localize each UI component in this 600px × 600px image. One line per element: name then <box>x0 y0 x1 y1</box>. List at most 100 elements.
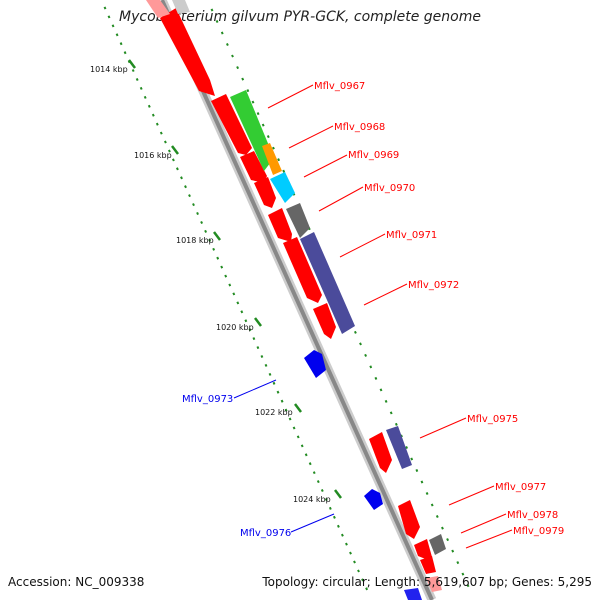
cog-track <box>172 0 446 600</box>
minor-tick <box>292 426 296 430</box>
gene-label-mflv-0979[interactable]: Mflv_0979 <box>513 526 564 537</box>
forward-gene[interactable] <box>211 94 252 155</box>
minor-tick <box>171 158 175 162</box>
accession-text: Accession: NC_009338 <box>8 575 145 589</box>
minor-tick <box>324 497 328 502</box>
gene-label-mflv-0977[interactable]: Mflv_0977 <box>495 482 546 493</box>
forward-gene[interactable] <box>398 500 420 539</box>
cog-gene-gray[interactable] <box>286 203 310 238</box>
minor-tick <box>336 524 340 528</box>
minor-tick <box>232 292 236 296</box>
minor-tick <box>196 212 199 215</box>
cog-gene-green[interactable] <box>230 90 274 171</box>
minor-tick <box>389 411 393 415</box>
minor-tick <box>143 95 147 99</box>
minor-tick <box>261 123 265 127</box>
forward-gene[interactable] <box>146 0 170 18</box>
forward-gene[interactable] <box>420 556 436 574</box>
gene-label-mflv-0971[interactable]: Mflv_0971 <box>386 230 437 241</box>
cog-gene-blue-bottom[interactable] <box>404 588 422 600</box>
minor-tick <box>300 444 304 448</box>
gene-label-mflv-0968[interactable]: Mflv_0968 <box>334 122 385 133</box>
forward-gene[interactable] <box>369 432 392 473</box>
minor-tick <box>260 354 264 359</box>
cog-gene-purple-small[interactable] <box>386 426 412 469</box>
minor-tick <box>111 24 115 28</box>
minor-tick <box>461 572 465 576</box>
minor-tick <box>288 417 292 421</box>
minor-tick <box>151 113 155 117</box>
forward-label-lines <box>267 84 513 549</box>
minor-tick <box>103 6 107 10</box>
cog-gene-gray-small[interactable] <box>429 534 446 555</box>
minor-tick <box>119 42 123 46</box>
gene-label-mflv-0969[interactable]: Mflv_0969 <box>348 150 399 161</box>
minor-tick <box>200 220 204 225</box>
tick-label-1016: 1016 kbp <box>134 151 172 160</box>
minor-tick <box>228 283 232 287</box>
cog-gene-cyan[interactable] <box>270 172 295 203</box>
minor-tick <box>361 578 364 582</box>
minor-tick <box>159 131 163 135</box>
minor-tick <box>240 310 244 314</box>
minor-tick <box>251 100 255 104</box>
minor-tick <box>312 471 316 475</box>
tick-label-1014: 1014 kbp <box>90 65 128 74</box>
minor-tick <box>320 488 324 493</box>
gene-label-mflv-0976[interactable]: Mflv_0976 <box>240 528 291 539</box>
minor-tick <box>466 584 470 588</box>
minor-tick <box>236 301 240 305</box>
minor-tick <box>435 514 439 519</box>
forward-gene[interactable] <box>313 303 336 339</box>
minor-tick <box>304 453 308 457</box>
minor-tick <box>131 69 135 73</box>
forward-gene[interactable] <box>254 177 276 208</box>
minor-tick <box>115 33 119 37</box>
minor-tick <box>272 381 276 385</box>
forward-gene[interactable] <box>240 151 267 183</box>
tick-label-1022: 1022 kbp <box>255 408 293 417</box>
major-tick <box>128 59 136 69</box>
gene-label-mflv-0967[interactable]: Mflv_0967 <box>314 81 365 92</box>
gene-label-mflv-0972[interactable]: Mflv_0972 <box>408 280 459 291</box>
minor-tick <box>277 158 281 162</box>
minor-tick <box>139 86 143 90</box>
reverse-label-lines <box>233 379 335 533</box>
forward-gene[interactable] <box>268 208 292 242</box>
minor-tick <box>425 491 429 496</box>
major-tick <box>294 403 302 413</box>
cog-gene-gray-top[interactable] <box>172 0 190 14</box>
minor-tick <box>451 549 455 553</box>
gene-label-mflv-0978[interactable]: Mflv_0978 <box>507 510 558 521</box>
minor-tick <box>369 365 373 369</box>
gene-label-mflv-0973[interactable]: Mflv_0973 <box>182 394 233 405</box>
minor-tick <box>405 445 409 450</box>
minor-tick <box>268 372 272 376</box>
minor-tick <box>276 390 280 394</box>
cog-gene-orange[interactable] <box>262 143 282 175</box>
minor-tick <box>359 342 362 346</box>
minor-tick <box>394 422 398 426</box>
reverse-gene[interactable] <box>304 350 326 378</box>
minor-tick <box>266 135 270 139</box>
minor-tick <box>364 353 368 357</box>
reverse-gene[interactable] <box>364 489 383 510</box>
minor-tick <box>147 104 151 108</box>
minor-tick <box>353 330 357 334</box>
minor-tick <box>224 274 228 278</box>
minor-tick <box>353 560 356 564</box>
cog-gene-purple[interactable] <box>300 232 355 334</box>
minor-tick <box>184 185 187 189</box>
forward-gene[interactable] <box>283 237 322 303</box>
minor-tick <box>236 66 240 70</box>
minor-tick <box>220 265 224 269</box>
forward-gene[interactable] <box>414 539 432 560</box>
forward-gene[interactable] <box>426 576 442 592</box>
minor-tick <box>384 399 388 403</box>
gene-label-mflv-0975[interactable]: Mflv_0975 <box>467 414 518 425</box>
gene-label-mflv-0970[interactable]: Mflv_0970 <box>364 183 415 194</box>
minor-tick <box>441 526 444 530</box>
forward-gene[interactable] <box>160 8 215 96</box>
minor-tick <box>252 337 256 341</box>
minor-tick <box>280 399 284 403</box>
